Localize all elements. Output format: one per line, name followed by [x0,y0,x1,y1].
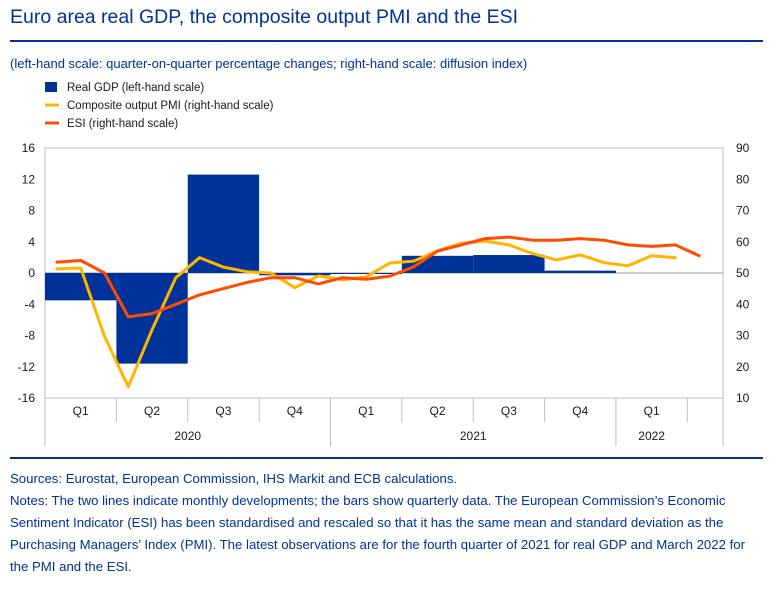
right-axis-tick-label: 50 [736,266,750,280]
left-axis-tick-label: 12 [22,172,36,186]
quarter-tick-label: Q3 [501,404,517,418]
chart-subtitle: (left-hand scale: quarter-on-quarter per… [10,56,528,71]
right-axis-tick-label: 60 [736,235,750,249]
right-axis-tick-label: 10 [736,391,750,405]
year-label: 2020 [174,429,201,443]
legend-gdp-swatch [45,82,57,92]
footer: Sources: Eurostat, European Commission, … [10,468,766,578]
title-rule [10,40,763,42]
pmi-line [55,239,677,389]
legend-label: ESI (right-hand scale) [67,118,178,130]
right-axis-tick-label: 30 [736,329,750,343]
gdp-bar [330,273,402,274]
gdp-bar [116,273,188,364]
quarter-tick-label: Q4 [287,404,303,418]
year-label: 2022 [638,429,665,443]
legend-label: Composite output PMI (right-hand scale) [67,100,274,112]
legend-label: Real GDP (left-hand scale) [67,82,204,94]
year-label: 2021 [460,429,487,443]
quarter-tick-label: Q3 [215,404,231,418]
gdp-bar [473,255,545,273]
gdp-bar [401,255,474,273]
notes-text: Notes: The two lines indicate monthly de… [10,493,745,574]
quarter-tick-label: Q2 [430,404,446,418]
gdp-bar [45,273,117,301]
right-axis-tick-label: 40 [736,297,750,311]
quarter-tick-label: Q2 [144,404,160,418]
left-axis-tick-label: 4 [28,235,35,249]
left-axis-tick-label: -16 [18,391,36,405]
chart-area: 2020 2021 2022 Q1 Q2 Q3 Q4 Q1 Q2 Q3 Q4 Q1 -16 -12 -8 -4… [18,82,750,446]
quarter-tick-label: Q1 [73,404,89,418]
right-axis-tick-label: 80 [736,172,750,186]
sources-text: Sources: Eurostat, European Commission, … [10,471,458,486]
quarter-tick-label: Q1 [358,404,374,418]
gdp-bar [544,270,616,273]
esi-line [55,235,701,319]
left-axis-tick-label: -12 [18,360,36,374]
left-axis-tick-label: -8 [24,329,35,343]
quarter-tick-label: Q1 [644,404,660,418]
left-axis-tick-label: -4 [24,297,35,311]
right-axis-tick-label: 70 [736,204,750,218]
footer-rule [10,457,763,459]
left-axis-tick-label: 8 [28,204,35,218]
gdp-bar [259,273,331,276]
chart-title: Euro area real GDP, the composite output… [10,6,519,28]
right-axis-tick-label: 20 [736,360,750,374]
quarter-tick-label: Q4 [572,404,588,418]
left-axis-tick-label: 0 [28,266,35,280]
right-axis-tick-label: 90 [736,141,750,155]
left-axis-tick-label: 16 [22,141,36,155]
